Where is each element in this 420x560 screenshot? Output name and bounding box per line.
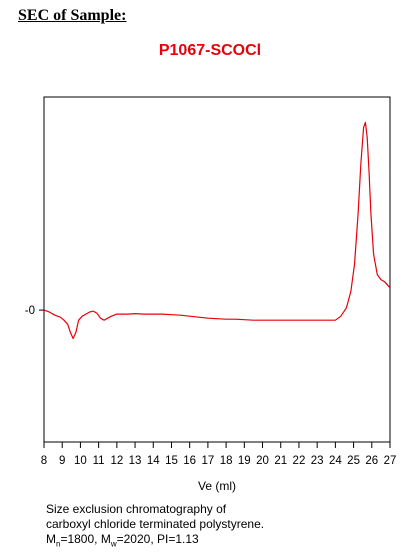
sec-trace-line (43, 121, 391, 340)
x-tick-label: 27 (384, 455, 397, 467)
plot-frame (43, 96, 391, 443)
x-tick-label: 22 (293, 455, 306, 467)
x-tick-label: 19 (238, 455, 251, 467)
x-tick-label: 24 (329, 455, 342, 467)
mw-subscript: w (110, 539, 117, 549)
section-heading: SEC of Sample: (18, 7, 127, 24)
x-tick-label: 16 (183, 455, 196, 467)
x-tick-label: 26 (365, 455, 378, 467)
x-tick-label: 21 (274, 455, 287, 467)
x-tick-label: 9 (59, 455, 65, 467)
mn-symbol: M (46, 532, 56, 546)
figure-caption: Size exclusion chromatography of carboxy… (46, 502, 265, 549)
mn-value: =1800, (60, 532, 101, 546)
x-tick-label: 25 (347, 455, 360, 467)
mw-symbol: M (100, 532, 111, 546)
chart-title: P1067-SCOCl (158, 42, 262, 59)
x-tick-label: 20 (256, 455, 269, 467)
mn-subscript: n (56, 539, 61, 549)
caption-line-3: Mn=1800, Mw=2020, PI=1.13 (46, 532, 264, 549)
y-tick-label: -0 (25, 305, 35, 317)
caption-line-1: Size exclusion chromatography of (46, 502, 227, 516)
x-tick-label: 13 (129, 455, 142, 467)
caption-line-2: carboxyl chloride terminated polystyrene… (46, 517, 265, 531)
x-tick-label: 15 (165, 455, 178, 467)
x-axis-ticks: 8 9 10 11 12 13 14 15 16 17 18 19 20 21 22 23 24 25 26 27 (41, 442, 397, 467)
x-tick-label: 8 (41, 455, 47, 467)
x-tick-label: 11 (93, 455, 105, 467)
x-tick-label: 18 (220, 455, 233, 467)
x-tick-label: 14 (147, 455, 160, 467)
x-tick-label: 10 (74, 455, 87, 467)
y-axis-ticks: -0 (25, 305, 44, 317)
x-tick-label: 17 (201, 455, 214, 467)
x-tick-label: 12 (110, 455, 123, 467)
x-tick-label: 23 (311, 455, 324, 467)
x-axis-label: Ve (ml) (198, 479, 236, 493)
mw-value: =2020, PI=1.13 (116, 532, 199, 546)
